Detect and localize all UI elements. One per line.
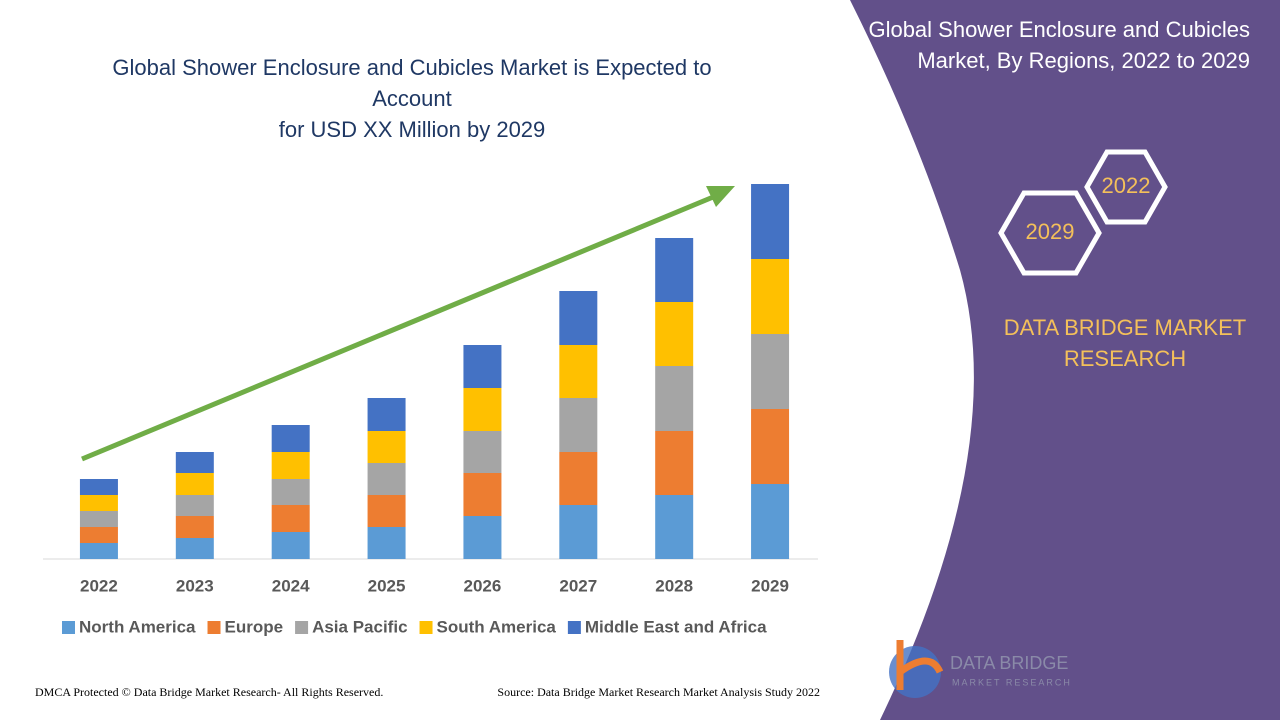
- bar-segment: [559, 291, 598, 345]
- bar-segment: [175, 473, 214, 495]
- footer-right: Source: Data Bridge Market Research Mark…: [497, 685, 820, 699]
- bar-segment: [79, 543, 118, 559]
- chart-title: Global Shower Enclosure and Cubicles Mar…: [77, 52, 747, 145]
- bar-segment: [655, 431, 694, 495]
- bar-segment: [559, 398, 598, 452]
- x-tick-label: 2026: [464, 576, 502, 595]
- bar-segment: [271, 505, 310, 532]
- bar-segment: [655, 366, 694, 431]
- title-line: Global Shower Enclosure and Cubicles Mar…: [112, 55, 712, 111]
- bar-segment: [79, 527, 118, 543]
- panel-brand: DATA BRIDGE MARKET RESEARCH: [1003, 315, 1247, 371]
- bar-segment: [751, 184, 790, 259]
- bar-segment: [463, 473, 502, 516]
- side-panel: [850, 0, 1280, 720]
- bar-segment: [463, 516, 502, 559]
- legend-swatch: [419, 621, 433, 634]
- bar-segment: [271, 479, 310, 505]
- x-tick-label: 2024: [272, 576, 310, 595]
- bar-segment: [175, 495, 214, 516]
- bar-segment: [751, 409, 790, 484]
- legend: North America Europe Asia Pacific South Ame…: [62, 617, 767, 636]
- bar-segment: [367, 398, 406, 431]
- legend-swatch: [62, 621, 75, 634]
- arrow-head: [706, 186, 735, 207]
- bar-segment: [271, 425, 310, 452]
- legend-label: Middle East and Africa: [585, 617, 767, 636]
- legend-swatch: [207, 621, 221, 634]
- legend-swatch: [295, 621, 309, 634]
- footer-left: DMCA Protected © Data Bridge Market Rese…: [35, 685, 383, 699]
- bar-segment: [655, 238, 694, 302]
- logo-tagline: MARKET RESEARCH: [952, 677, 1072, 687]
- panel-title: Global Shower Enclosure and Cubicles Mar…: [868, 17, 1250, 73]
- x-tick-label: 2028: [655, 576, 693, 595]
- bar-segment: [655, 495, 694, 559]
- bar-segment: [463, 431, 502, 473]
- title-line: for USD XX Million by 2029: [278, 117, 546, 142]
- bar-segment: [367, 527, 406, 559]
- legend-swatch: [567, 621, 581, 634]
- logo-name: DATA BRIDGE: [950, 653, 1068, 673]
- legend-label: Asia Pacific: [312, 617, 407, 636]
- bar-segment: [367, 431, 406, 463]
- bar-segment: [271, 532, 310, 559]
- x-tick-label: 2025: [368, 576, 406, 595]
- bar-segment: [463, 388, 502, 431]
- bar-segment: [175, 452, 214, 473]
- bar-segment: [559, 345, 598, 398]
- legend-label: Europe: [225, 617, 284, 636]
- x-tick-label: 2029: [751, 576, 789, 595]
- bar-segment: [367, 495, 406, 527]
- bar-segment: [559, 505, 598, 559]
- trend-arrow: [81, 192, 719, 462]
- bar-segment: [559, 452, 598, 505]
- hexagon-label: 2022: [1102, 173, 1151, 198]
- x-tick-label: 2022: [80, 576, 118, 595]
- bar-segment: [751, 334, 790, 409]
- bar-segment: [655, 302, 694, 366]
- bar-segment: [751, 484, 790, 559]
- x-tick-label: 2027: [559, 576, 597, 595]
- legend-label: South America: [437, 617, 557, 636]
- bar-segment: [79, 495, 118, 511]
- bar-segment: [463, 345, 502, 388]
- bar-segment: [271, 452, 310, 479]
- legend-label: North America: [79, 617, 196, 636]
- bar-segment: [79, 511, 118, 527]
- hexagon: [1084, 149, 1168, 225]
- logo-mark: [896, 640, 944, 690]
- x-tick-label: 2023: [176, 576, 214, 595]
- bar-segment: [79, 479, 118, 495]
- hexagon-label: 2029: [1026, 219, 1075, 244]
- bar-segment: [367, 463, 406, 495]
- hexagon: [998, 190, 1102, 276]
- bar-segment: [175, 516, 214, 538]
- bar-segment: [751, 259, 790, 334]
- bar-segment: [175, 538, 214, 559]
